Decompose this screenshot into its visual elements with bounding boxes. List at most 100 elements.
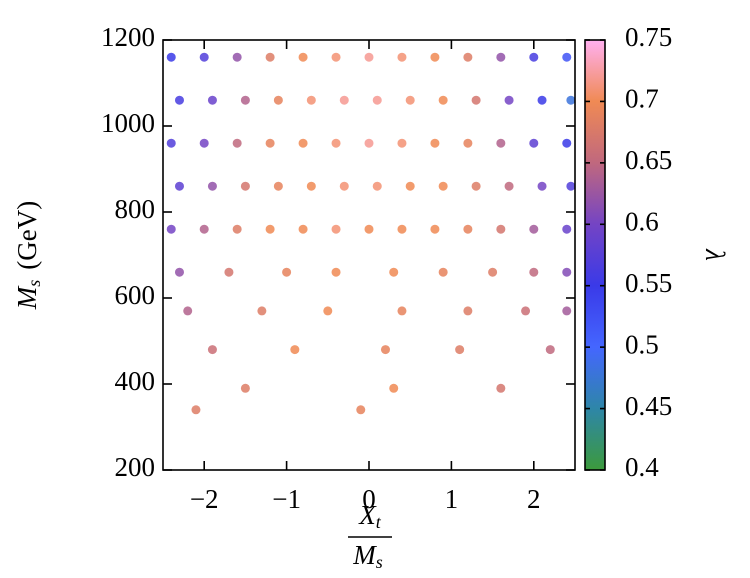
point (364, 224, 374, 234)
point (257, 306, 267, 316)
point (306, 181, 316, 191)
point (504, 95, 514, 105)
x-label-numerator: Xt (358, 500, 382, 532)
colorbar (584, 39, 606, 471)
point (174, 95, 184, 105)
point (471, 181, 481, 191)
point (496, 383, 506, 393)
point (207, 181, 217, 191)
x-label-denominator: Ms (352, 540, 383, 572)
point (405, 181, 415, 191)
point (529, 267, 539, 277)
x-tick-label: 2 (527, 484, 541, 514)
point (339, 95, 349, 105)
point (207, 345, 217, 355)
colorbar-label: λ (700, 248, 730, 261)
point (463, 52, 473, 62)
point (298, 138, 308, 148)
x-tick-label: −2 (190, 484, 219, 514)
point (389, 383, 399, 393)
point (372, 181, 382, 191)
point (529, 52, 539, 62)
x-label-den-symbol: M (352, 540, 377, 570)
y-label-unit: (GeV) (12, 201, 42, 270)
point (529, 224, 539, 234)
point (364, 138, 374, 148)
point (389, 267, 399, 277)
colorbar-tick-label: 0.5 (625, 329, 659, 359)
point (397, 306, 407, 316)
point (232, 138, 242, 148)
point (331, 138, 341, 148)
colorbar-tick-label: 0.6 (625, 206, 659, 236)
point (306, 95, 316, 105)
colorbar-tick-label: 0.4 (625, 452, 659, 482)
points (166, 52, 576, 415)
point (191, 405, 201, 415)
point (174, 181, 184, 191)
point (166, 52, 176, 62)
colorbar-tick-label: 0.65 (625, 145, 672, 175)
point (463, 306, 473, 316)
x-label-den-sub: s (376, 552, 383, 572)
point (537, 181, 547, 191)
y-label-symbol: M (12, 285, 42, 310)
point (282, 267, 292, 277)
point (224, 267, 234, 277)
y-label-sub: s (24, 280, 44, 287)
colorbar-tick-label: 0.45 (625, 391, 672, 421)
point (232, 224, 242, 234)
point (562, 267, 572, 277)
point (397, 224, 407, 234)
y-tick-label: 200 (115, 452, 156, 482)
y-tick-label: 1200 (101, 22, 155, 52)
point (166, 138, 176, 148)
y-tick-label: 800 (115, 194, 156, 224)
colorbar-tick-label: 0.55 (625, 268, 672, 298)
point (331, 267, 341, 277)
point (290, 345, 300, 355)
plot-frame (162, 39, 576, 471)
y-tick-label: 1000 (101, 108, 155, 138)
point (455, 345, 465, 355)
point (562, 52, 572, 62)
colorbar-tick-label: 0.7 (625, 84, 659, 114)
point (339, 181, 349, 191)
x-label-num-symbol: X (358, 500, 377, 530)
point (298, 52, 308, 62)
point (545, 345, 555, 355)
point (356, 405, 366, 415)
point (240, 383, 250, 393)
point (521, 306, 531, 316)
point (232, 52, 242, 62)
point (166, 224, 176, 234)
point (372, 95, 382, 105)
x-label-num-sub: t (376, 512, 382, 532)
point (183, 306, 193, 316)
point (496, 224, 506, 234)
point (207, 95, 217, 105)
y-label: Ms (GeV) (12, 201, 44, 310)
point (438, 181, 448, 191)
point (240, 95, 250, 105)
x-tick-label: −1 (272, 484, 301, 514)
point (265, 224, 275, 234)
point (562, 138, 572, 148)
point (463, 224, 473, 234)
point (488, 267, 498, 277)
point (463, 138, 473, 148)
point (496, 52, 506, 62)
point (380, 345, 390, 355)
point (566, 181, 576, 191)
point (265, 52, 275, 62)
x-tick-label: 1 (445, 484, 459, 514)
point (496, 138, 506, 148)
point (397, 138, 407, 148)
y-tick-label: 600 (115, 280, 156, 310)
point (273, 181, 283, 191)
point (430, 52, 440, 62)
point (199, 138, 209, 148)
point (298, 224, 308, 234)
point (364, 52, 374, 62)
